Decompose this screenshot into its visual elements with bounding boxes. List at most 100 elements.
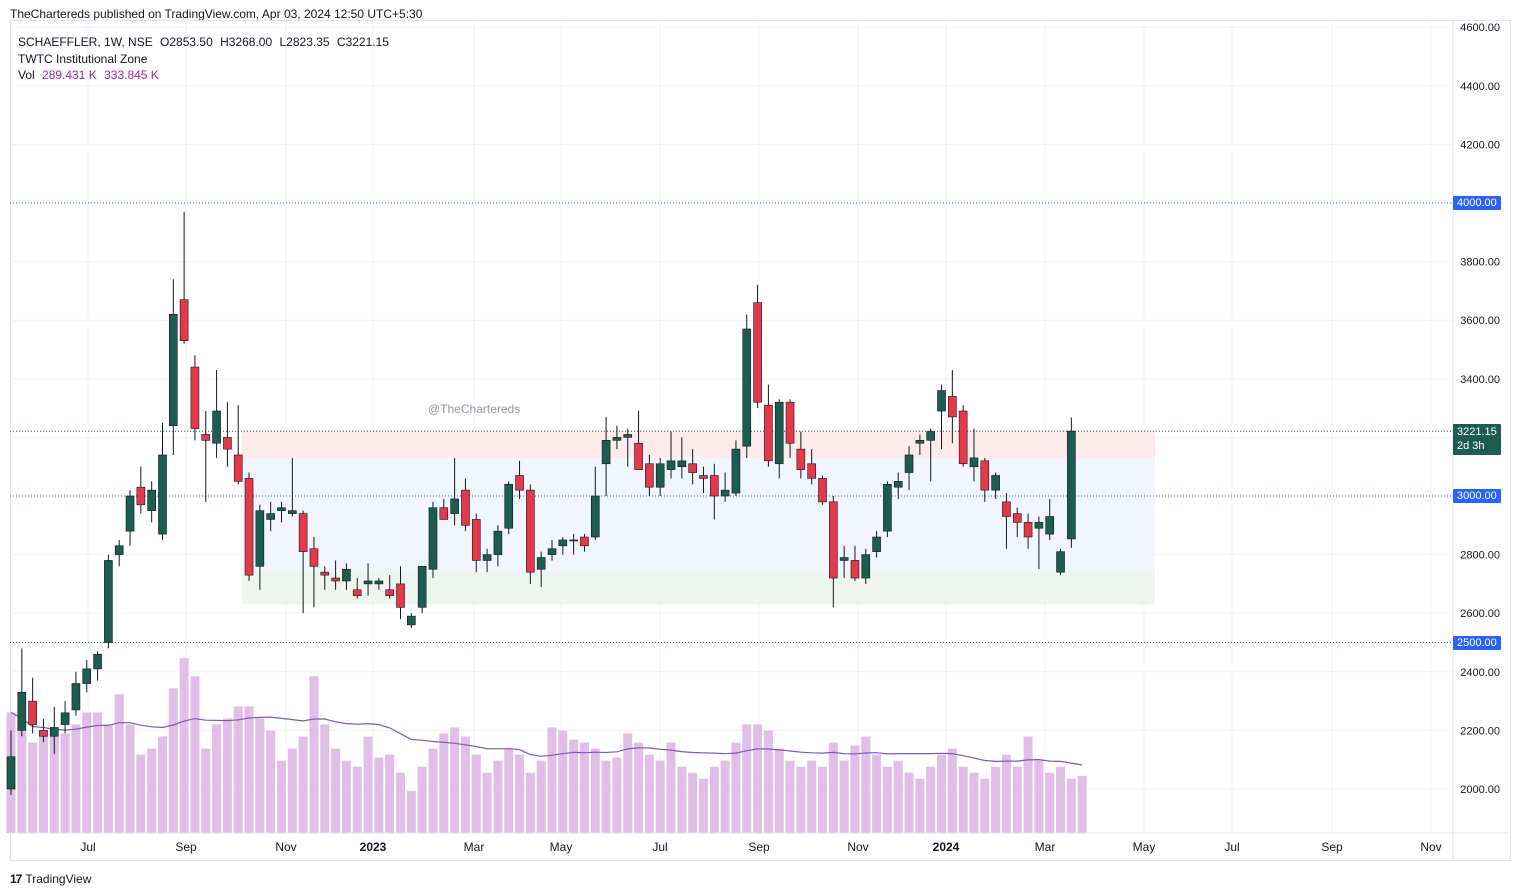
volume-bar (287, 748, 297, 833)
candle (223, 402, 232, 467)
volume-bar (93, 712, 103, 833)
x-tick-label: 2024 (933, 840, 960, 854)
candle (807, 449, 816, 485)
x-tick-label: Sep (1321, 840, 1343, 854)
candle-body (948, 396, 957, 418)
candle (147, 481, 156, 523)
volume-bar (579, 742, 589, 833)
y-tick-label: 4200.00 (1460, 139, 1500, 151)
volume-bar (515, 754, 525, 833)
candle (255, 504, 265, 590)
volume-bar (125, 724, 135, 833)
x-tick-label: Mar (1035, 840, 1056, 854)
y-tick-label: 2600.00 (1460, 608, 1500, 620)
candle-body (363, 580, 373, 585)
volume-bar (341, 760, 351, 833)
candle (482, 548, 492, 573)
x-tick-label: Sep (748, 840, 770, 854)
volume-bar (331, 748, 341, 833)
candle-body (169, 314, 178, 426)
candle-body (342, 568, 351, 582)
candle-body (114, 545, 124, 555)
candle-body (558, 539, 568, 547)
candle (515, 460, 524, 499)
volume-bar (244, 706, 254, 833)
candle (39, 718, 48, 743)
candle (861, 548, 871, 584)
volume-bar (742, 724, 752, 833)
candle (266, 501, 275, 532)
candle-body (634, 442, 643, 470)
candle (709, 463, 719, 520)
volume-bar (861, 736, 871, 833)
candle (796, 431, 806, 479)
volume-bar (882, 766, 892, 833)
candle (937, 384, 946, 450)
volume-bar (352, 766, 362, 833)
x-tick-label: May (550, 840, 573, 854)
candle (580, 534, 589, 552)
candle (1023, 513, 1033, 549)
candle-body (504, 483, 514, 529)
candle-body (677, 460, 687, 467)
candle-body (374, 580, 384, 585)
candle (1002, 493, 1011, 549)
candle-body (277, 507, 286, 511)
candle-body (439, 507, 449, 520)
candle (104, 554, 113, 649)
candle (1034, 516, 1044, 570)
volume-bar (212, 724, 222, 833)
candle (158, 422, 167, 540)
volume-bar (525, 772, 535, 833)
candle (601, 416, 611, 496)
candle-body (125, 495, 135, 532)
volume-bar (266, 730, 276, 833)
candle-body (655, 463, 665, 488)
volume-bars (6, 658, 1087, 833)
watermark: @TheChartereds (428, 402, 521, 416)
volume-bar (493, 760, 503, 833)
candle (547, 539, 557, 561)
candle-body (829, 501, 838, 579)
candle-body (493, 530, 503, 555)
candle (688, 449, 697, 485)
volume-bar (655, 760, 665, 833)
candle (958, 405, 968, 467)
candle (969, 428, 979, 482)
candle-body (352, 589, 362, 596)
candle-body (937, 390, 946, 412)
volume-label: Vol (18, 68, 35, 82)
candle-body (104, 560, 113, 643)
volume-bar (38, 730, 48, 833)
candles (6, 211, 1076, 795)
candle-body (417, 566, 427, 608)
candle (839, 545, 849, 579)
candle-body (785, 401, 795, 444)
candle-body (969, 457, 979, 468)
volume-bar (688, 772, 698, 833)
candle (82, 660, 92, 693)
demand-zone (242, 572, 1155, 605)
candle (612, 425, 622, 450)
volume-bar (1056, 766, 1066, 833)
volume-bar (320, 724, 330, 833)
y-tick-label: 2200.00 (1460, 725, 1500, 737)
candle-body (753, 302, 762, 403)
candle-body (645, 463, 654, 488)
candle-body (71, 683, 81, 711)
candle-body (298, 513, 308, 552)
chart-frame[interactable] (10, 20, 1511, 861)
candle-body (82, 668, 92, 684)
candle-body (666, 460, 676, 470)
volume-value-1: 289.431 K (42, 68, 97, 82)
candle-body (223, 437, 232, 450)
candle (677, 437, 687, 479)
candle (125, 490, 135, 546)
y-tick-label: 3400.00 (1460, 374, 1500, 386)
volume-bar (439, 733, 449, 833)
candle-body (201, 434, 211, 441)
candle-body (49, 727, 59, 737)
candle (179, 211, 189, 344)
candle-body (883, 483, 892, 532)
